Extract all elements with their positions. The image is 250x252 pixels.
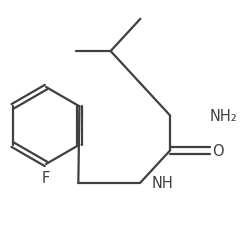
Text: F: F xyxy=(42,170,50,185)
Text: NH₂: NH₂ xyxy=(209,109,237,123)
Text: O: O xyxy=(212,143,223,158)
Text: NH: NH xyxy=(151,175,172,190)
